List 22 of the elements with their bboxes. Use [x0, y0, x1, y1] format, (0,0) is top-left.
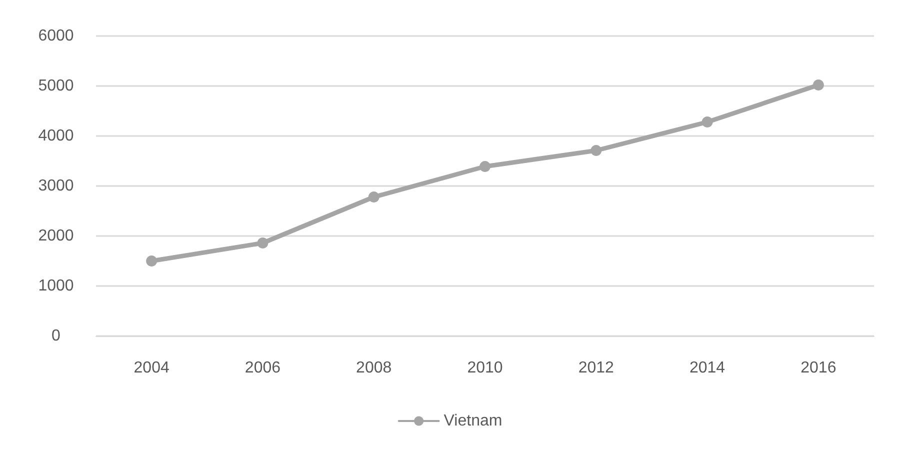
y-tick-label: 1000	[38, 278, 74, 294]
x-tick-label: 2014	[689, 360, 726, 376]
point	[257, 238, 268, 248]
x-tick-label: 2006	[244, 360, 281, 376]
point	[702, 116, 713, 128]
point	[812, 80, 824, 90]
y-tick-label: 0	[52, 328, 61, 344]
x-tick-label: 2016	[800, 360, 836, 376]
y-tick-label: 5000	[38, 78, 74, 94]
x-tick-label: 2012	[578, 360, 614, 376]
point	[590, 145, 602, 156]
y-tick-label: 3000	[38, 178, 74, 194]
x-tick-label: 2008	[356, 360, 392, 376]
y-tick-label: 6000	[38, 28, 74, 44]
x-tick-label: 2010	[467, 360, 503, 376]
y-tick-label: 4000	[38, 128, 74, 144]
point	[146, 256, 158, 266]
legend-label: Vietnam	[444, 412, 502, 430]
point	[480, 161, 490, 172]
x-tick-label: 2004	[134, 360, 170, 376]
point	[368, 192, 380, 202]
y-tick-label: 2000	[38, 228, 74, 244]
